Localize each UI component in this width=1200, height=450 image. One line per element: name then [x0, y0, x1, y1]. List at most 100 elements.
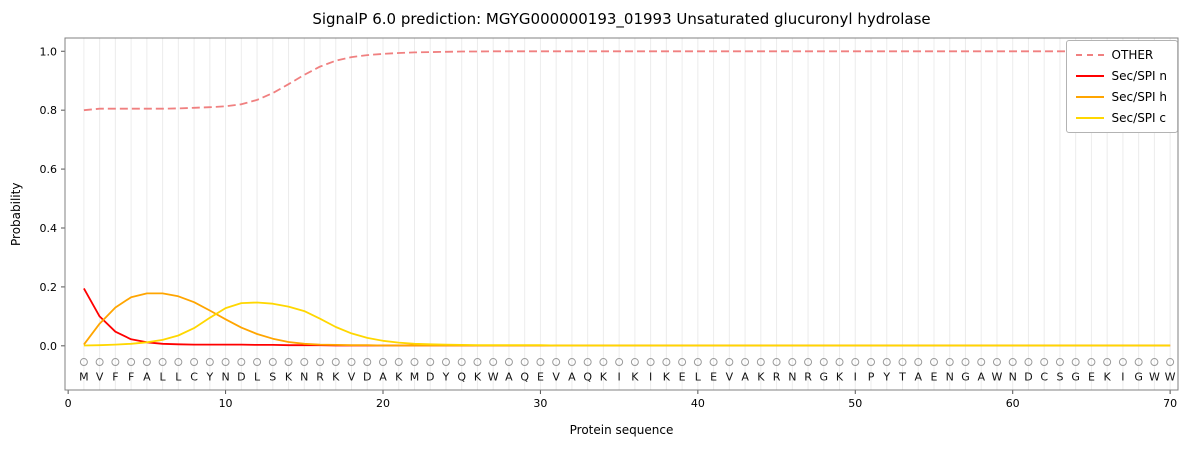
residue-marker — [835, 358, 844, 367]
residue-letter: F — [112, 371, 118, 384]
residue-letter: K — [836, 371, 844, 384]
legend-line-sec-spi-n-icon — [1075, 75, 1104, 77]
residue-marker — [1118, 358, 1127, 367]
residue-marker — [363, 358, 372, 367]
residue-letter: T — [898, 371, 906, 384]
legend-item-other: OTHER — [1075, 48, 1167, 62]
residue-marker — [961, 358, 970, 367]
legend-label-sec-spi-n: Sec/SPI n — [1111, 69, 1167, 83]
series-line-sec-spi-c — [83, 301, 1171, 347]
residue-letter: D — [426, 371, 434, 384]
residue-letter: W — [488, 371, 499, 384]
legend-item-sec-spi-h: Sec/SPI h — [1075, 90, 1167, 104]
y-tick-label: 0.8 — [40, 104, 58, 117]
residue-letter: W — [1165, 371, 1176, 384]
y-tick-label: 0.2 — [40, 281, 58, 294]
legend-line-sec-spi-c-icon — [1075, 117, 1104, 119]
residue-marker — [804, 358, 813, 367]
legend-label-other: OTHER — [1111, 48, 1154, 62]
residue-letter: M — [410, 371, 420, 384]
residue-letter: A — [914, 371, 922, 384]
residue-letter: E — [1088, 371, 1095, 384]
plot-border — [64, 37, 1179, 391]
residue-marker — [331, 358, 340, 367]
residue-letter: D — [237, 371, 245, 384]
residue-letter: K — [757, 371, 765, 384]
residue-letter: R — [773, 371, 781, 384]
legend-item-sec-spi-c: Sec/SPI c — [1075, 111, 1167, 125]
residue-letter: K — [663, 371, 671, 384]
residue-marker — [284, 358, 293, 367]
residue-letter: K — [395, 371, 403, 384]
residue-letter: R — [316, 371, 324, 384]
residue-marker — [1008, 358, 1017, 367]
residue-letter: C — [1040, 371, 1048, 384]
residue-marker — [693, 358, 702, 367]
residue-marker — [756, 358, 765, 367]
residue-marker — [473, 358, 482, 367]
residue-marker — [253, 358, 262, 367]
residue-marker — [1024, 358, 1033, 367]
residue-letter: N — [300, 371, 308, 384]
y-tick-label: 0.0 — [40, 340, 58, 353]
residue-letter: K — [600, 371, 608, 384]
residue-marker — [410, 358, 419, 367]
residue-letter: I — [1121, 371, 1124, 384]
x-axis-label: Protein sequence — [569, 423, 674, 437]
residue-letter: G — [961, 371, 970, 384]
residue-letter: C — [190, 371, 198, 384]
residue-marker — [898, 358, 907, 367]
residue-marker — [95, 358, 104, 367]
legend-label-sec-spi-c: Sec/SPI c — [1111, 111, 1166, 125]
residue-letter: N — [946, 371, 954, 384]
residue-letter: L — [160, 371, 167, 384]
residue-letter: Y — [205, 371, 213, 384]
residue-marker — [79, 358, 88, 367]
residue-letter: F — [128, 371, 134, 384]
residue-marker — [819, 358, 828, 367]
residue-marker — [929, 358, 938, 367]
residue-letter: Y — [442, 371, 450, 384]
residue-marker — [504, 358, 513, 367]
residue-marker — [709, 358, 718, 367]
legend: OTHER Sec/SPI n Sec/SPI h Sec/SPI c — [1065, 40, 1178, 133]
residue-marker — [867, 358, 876, 367]
residue-letter: D — [363, 371, 371, 384]
residue-letter: W — [992, 371, 1003, 384]
chart-title: SignalP 6.0 prediction: MGYG000000193_01… — [312, 10, 931, 28]
residue-letter: Y — [882, 371, 890, 384]
residue-marker — [552, 358, 561, 367]
residue-marker — [977, 358, 986, 367]
residue-marker — [174, 358, 183, 367]
x-tick-label: 50 — [848, 397, 862, 410]
y-tick-label: 1.0 — [40, 45, 58, 58]
residue-marker — [882, 358, 891, 367]
residue-marker — [567, 358, 576, 367]
residue-letter: L — [695, 371, 702, 384]
residue-letter: K — [332, 371, 340, 384]
residue-letter: Q — [583, 371, 592, 384]
series-line-other — [83, 50, 1171, 112]
residue-letter: G — [820, 371, 829, 384]
residue-marker — [914, 358, 923, 367]
residue-marker — [426, 358, 435, 367]
residue-letter: A — [977, 371, 985, 384]
series-line-sec-spi-h — [83, 292, 1171, 347]
residue-letter: L — [175, 371, 182, 384]
residue-marker — [615, 358, 624, 367]
residue-marker — [725, 358, 734, 367]
residue-marker — [536, 358, 545, 367]
residue-letter: S — [269, 371, 276, 384]
residue-marker — [788, 358, 797, 367]
residue-marker — [205, 358, 214, 367]
residue-marker — [772, 358, 781, 367]
residue-letter: W — [1149, 371, 1160, 384]
residue-marker — [678, 358, 687, 367]
residue-marker — [1103, 358, 1112, 367]
residue-letter: K — [1104, 371, 1112, 384]
residue-marker — [851, 358, 860, 367]
residue-letter: A — [741, 371, 749, 384]
residue-marker — [1150, 358, 1159, 367]
